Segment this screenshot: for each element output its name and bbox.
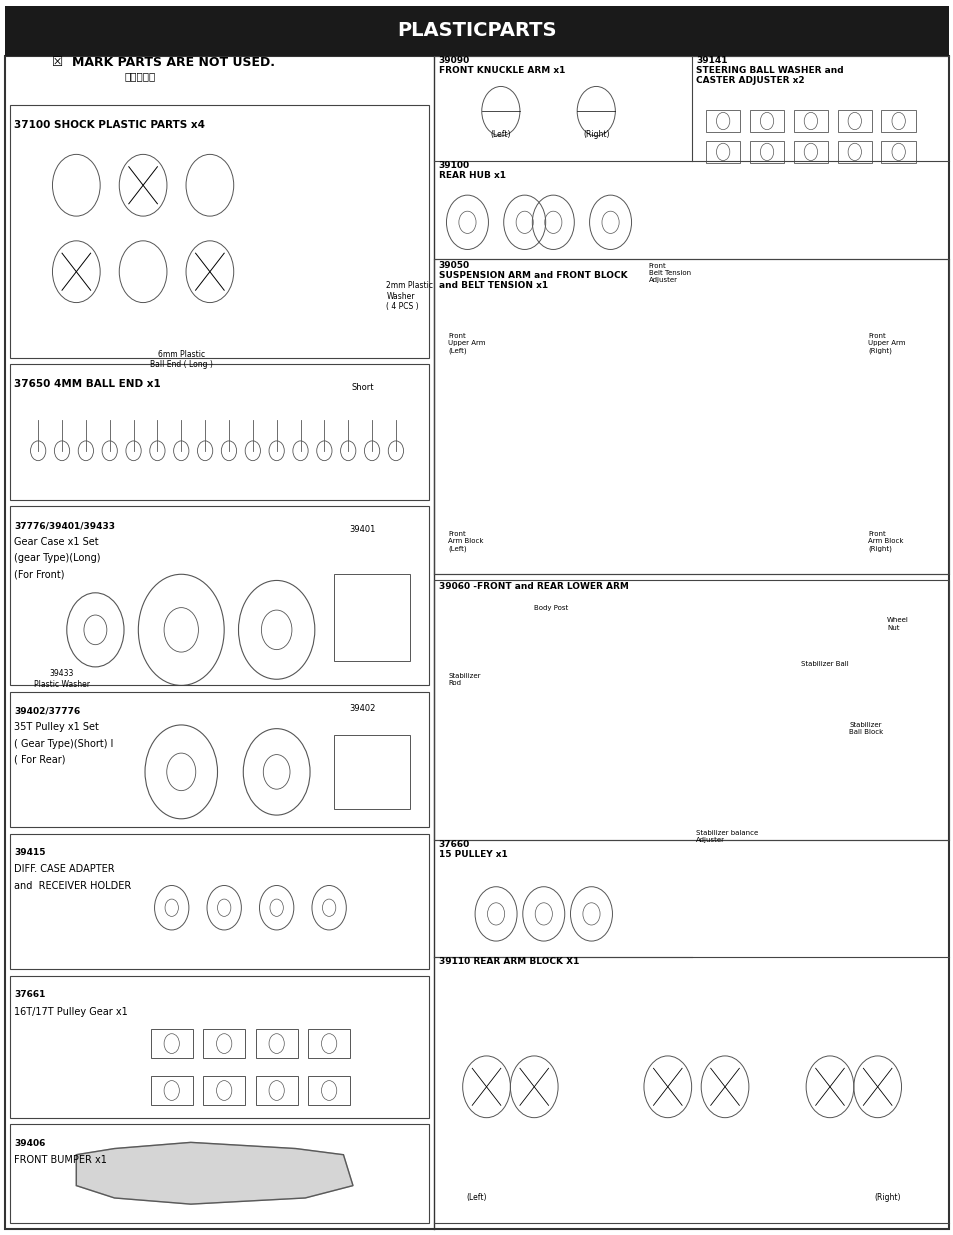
Text: Front
Arm Block
(Right): Front Arm Block (Right): [867, 531, 902, 552]
Text: 39100
REAR HUB x1: 39100 REAR HUB x1: [438, 161, 505, 180]
Polygon shape: [76, 1142, 353, 1204]
Text: Front
Upper Arm
(Right): Front Upper Arm (Right): [867, 333, 904, 354]
Text: Stabilizer
Rod: Stabilizer Rod: [448, 673, 480, 687]
Text: Front
Upper Arm
(Left): Front Upper Arm (Left): [448, 333, 485, 354]
Bar: [10, 834, 429, 969]
Bar: [10, 1124, 429, 1223]
Bar: [793, 141, 827, 163]
Bar: [749, 110, 783, 132]
Text: 39406: 39406: [14, 1139, 46, 1147]
Bar: [203, 1029, 245, 1058]
Text: (gear Type)(Long): (gear Type)(Long): [14, 553, 101, 563]
Text: Wheel
Nut: Wheel Nut: [886, 618, 908, 631]
Bar: [255, 1029, 297, 1058]
Text: 37650 4MM BALL END x1: 37650 4MM BALL END x1: [14, 379, 161, 389]
Text: 37661: 37661: [14, 990, 46, 999]
Text: 6mm Plastic
Ball End ( Long ): 6mm Plastic Ball End ( Long ): [150, 350, 213, 369]
Bar: [705, 110, 740, 132]
Text: 39050
SUSPENSION ARM and FRONT BLOCK
and BELT TENSION x1: 39050 SUSPENSION ARM and FRONT BLOCK and…: [438, 261, 627, 290]
Text: 2mm Plastic
Washer
( 4 PCS ): 2mm Plastic Washer ( 4 PCS ): [386, 282, 433, 311]
Bar: [434, 259, 948, 574]
Bar: [837, 141, 871, 163]
Bar: [203, 1076, 245, 1105]
Text: 39141
STEERING BALL WASHER and
CASTER ADJUSTER x2: 39141 STEERING BALL WASHER and CASTER AD…: [696, 56, 843, 85]
Bar: [308, 1076, 350, 1105]
Text: 37100 SHOCK PLASTIC PARTS x4: 37100 SHOCK PLASTIC PARTS x4: [14, 120, 205, 130]
Text: Front
Arm Block
(Left): Front Arm Block (Left): [448, 531, 483, 552]
Text: 39060 -FRONT and REAR LOWER ARM: 39060 -FRONT and REAR LOWER ARM: [438, 582, 628, 590]
Text: Gear Case x1 Set: Gear Case x1 Set: [14, 537, 99, 547]
Text: Stabilizer Ball: Stabilizer Ball: [801, 661, 848, 667]
Text: ☒  MARK PARTS ARE NOT USED.: ☒ MARK PARTS ARE NOT USED.: [52, 56, 275, 69]
Text: Body Post: Body Post: [534, 605, 568, 611]
Text: 39401: 39401: [349, 525, 375, 534]
Bar: [151, 1029, 193, 1058]
Text: ( For Rear): ( For Rear): [14, 755, 66, 764]
Bar: [334, 735, 410, 809]
Text: Stabilizer balance
Adjuster: Stabilizer balance Adjuster: [696, 830, 758, 844]
Text: 39402: 39402: [349, 704, 375, 713]
Text: 39110 REAR ARM BLOCK X1: 39110 REAR ARM BLOCK X1: [438, 957, 578, 966]
Text: PLASTICPARTS: PLASTICPARTS: [396, 21, 557, 41]
Bar: [10, 506, 429, 685]
Text: Stabilizer
Ball Block: Stabilizer Ball Block: [848, 722, 882, 736]
Text: (Right): (Right): [873, 1193, 900, 1203]
Text: (For Front): (For Front): [14, 569, 65, 579]
Bar: [255, 1076, 297, 1105]
Bar: [308, 1029, 350, 1058]
FancyBboxPatch shape: [5, 6, 948, 56]
Bar: [334, 574, 410, 661]
Text: 39402/37776: 39402/37776: [14, 706, 80, 715]
Bar: [10, 976, 429, 1118]
Text: 37660
15 PULLEY x1: 37660 15 PULLEY x1: [438, 840, 507, 860]
Bar: [705, 141, 740, 163]
Bar: [881, 110, 915, 132]
Bar: [151, 1076, 193, 1105]
Text: FRONT BUMPER x1: FRONT BUMPER x1: [14, 1155, 107, 1165]
Bar: [837, 110, 871, 132]
Text: Short: Short: [351, 383, 374, 391]
Bar: [10, 692, 429, 827]
Text: DIFF. CASE ADAPTER: DIFF. CASE ADAPTER: [14, 864, 114, 874]
Text: (Left): (Left): [466, 1193, 487, 1203]
Bar: [881, 141, 915, 163]
Bar: [793, 110, 827, 132]
Text: (Left): (Left): [490, 130, 511, 138]
Bar: [434, 580, 948, 840]
Text: ( Gear Type)(Short) l: ( Gear Type)(Short) l: [14, 739, 113, 748]
Bar: [749, 141, 783, 163]
Text: and  RECEIVER HOLDER: and RECEIVER HOLDER: [14, 881, 132, 890]
Text: 35T Pulley x1 Set: 35T Pulley x1 Set: [14, 722, 99, 732]
Bar: [10, 364, 429, 500]
Text: 16T/17T Pulley Gear x1: 16T/17T Pulley Gear x1: [14, 1007, 128, 1016]
Text: 39415: 39415: [14, 848, 46, 857]
Text: (Right): (Right): [582, 130, 609, 138]
Text: 39090
FRONT KNUCKLE ARM x1: 39090 FRONT KNUCKLE ARM x1: [438, 56, 564, 75]
Text: 39433
Plastic Washer: 39433 Plastic Washer: [34, 669, 90, 689]
Text: Front
Belt Tension
Adjuster: Front Belt Tension Adjuster: [648, 263, 690, 283]
Text: 37776/39401/39433: 37776/39401/39433: [14, 521, 115, 530]
Text: 不使用零件: 不使用零件: [124, 72, 155, 82]
Bar: [10, 105, 429, 358]
